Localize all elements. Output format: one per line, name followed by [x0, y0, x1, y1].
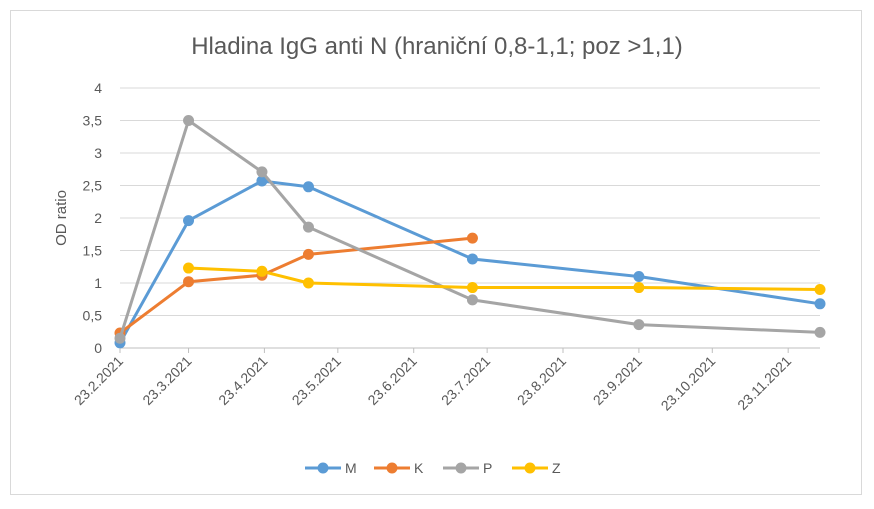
y-tick-label: 1,5: [83, 243, 103, 259]
legend-label: P: [483, 460, 492, 476]
data-point: [256, 166, 268, 178]
y-tick-label: 1: [94, 275, 102, 291]
y-tick-label: 2,5: [83, 178, 103, 194]
data-point: [302, 277, 314, 289]
data-point: [466, 232, 478, 244]
x-tick-label: 23.4.2021: [215, 353, 271, 409]
data-point: [814, 326, 826, 338]
x-tick-label: 23.10.2021: [658, 353, 719, 414]
legend-swatch-marker: [317, 462, 329, 474]
legend-item-M: M: [305, 460, 357, 476]
legend-swatch-marker: [455, 462, 467, 474]
gridlines: [119, 87, 820, 353]
data-point: [633, 282, 645, 294]
data-point: [466, 282, 478, 294]
series-layer: [114, 115, 826, 349]
legend-swatch-marker: [524, 462, 536, 474]
data-point: [183, 276, 195, 288]
data-point: [256, 265, 268, 277]
data-point: [256, 175, 268, 187]
data-point: [183, 115, 195, 126]
y-axis-label: OD ratio: [53, 190, 70, 246]
x-tick-label: 23.5.2021: [289, 353, 345, 409]
x-tick-labels: 23.2.2021 23.3.2021 23.4.2021 23.5.2021 23.6…: [71, 353, 795, 414]
legend-label: M: [345, 460, 357, 476]
x-tick-label: 23.2.2021: [71, 353, 127, 409]
data-point: [114, 332, 126, 344]
data-point: [302, 221, 314, 233]
legend-label: Z: [552, 460, 561, 476]
series-M: [114, 175, 826, 349]
data-point: [466, 253, 478, 265]
x-tick-label: 23.9.2021: [590, 353, 646, 409]
legend-item-P: P: [443, 460, 492, 476]
legend-label: K: [414, 460, 424, 476]
legend-item-Z: Z: [512, 460, 561, 476]
x-tick-label: 23.3.2021: [139, 353, 195, 409]
data-point: [183, 215, 195, 227]
y-tick-labels: 0 0,5 1 1,5 2 2,5 3 3,5 4: [83, 80, 103, 356]
data-point: [466, 294, 478, 306]
y-tick-label: 3: [94, 145, 102, 161]
x-tick-label: 23.6.2021: [364, 353, 420, 409]
data-point: [183, 262, 195, 274]
chart-frame: [10, 10, 862, 495]
series-Z: [183, 262, 826, 295]
data-point: [633, 319, 645, 331]
y-tick-label: 0,5: [83, 308, 103, 324]
legend-item-K: K: [374, 460, 424, 476]
y-tick-label: 4: [94, 80, 102, 96]
data-point: [302, 181, 314, 193]
data-point: [633, 271, 645, 282]
x-tick-label: 23.11.2021: [734, 353, 794, 413]
series-line: [188, 266, 821, 291]
legend-swatch-marker: [386, 462, 398, 474]
data-point: [814, 298, 826, 310]
x-tick-label: 23.7.2021: [438, 353, 494, 409]
y-tick-label: 3,5: [83, 113, 103, 129]
series-P: [114, 115, 826, 344]
data-point: [302, 248, 314, 260]
y-tick-label: 2: [94, 210, 102, 226]
x-tick-label: 23.8.2021: [514, 353, 570, 409]
data-point: [814, 284, 826, 295]
y-tick-label: 0: [94, 340, 102, 356]
chart-title: Hladina IgG anti N (hraniční 0,8-1,1; po…: [191, 33, 683, 60]
